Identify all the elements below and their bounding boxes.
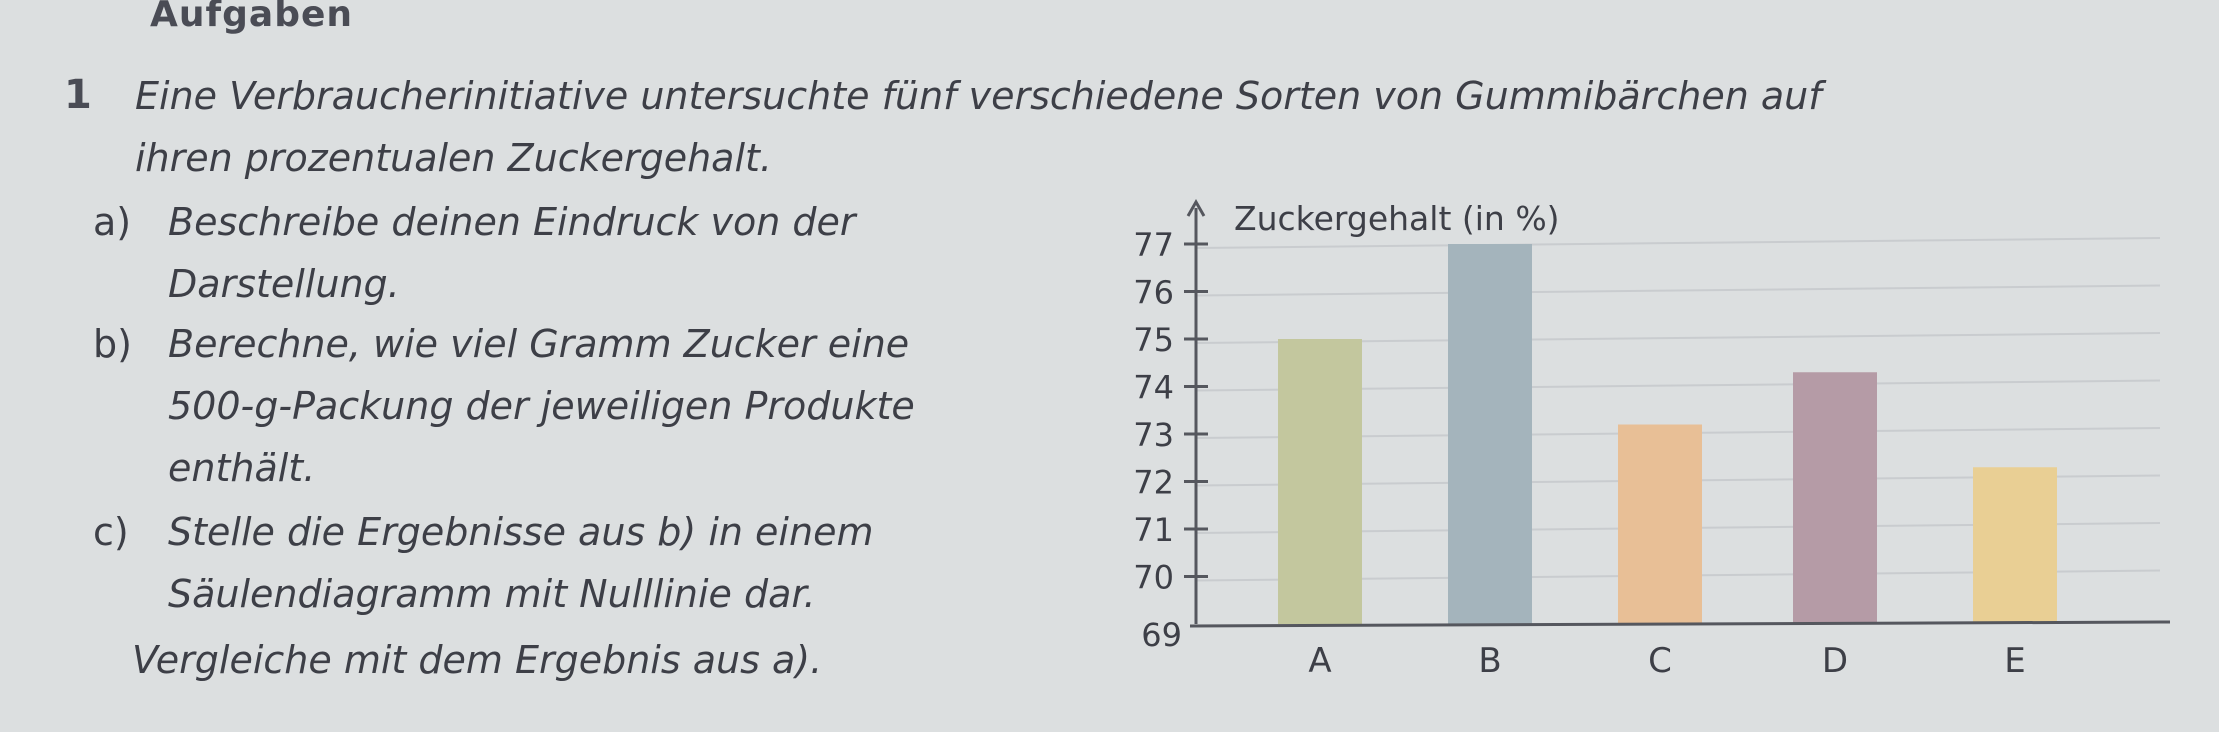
y-tick-label: 73 [1133,416,1174,454]
x-axis-line [1189,620,2171,628]
y-tick-label: 74 [1133,369,1174,407]
subtask-a-line-1: Beschreibe deinen Eindruck von der [168,200,856,244]
x-tick-label: B [1478,641,1501,681]
subtask-c-line-3: Vergleiche mit dem Ergebnis aus a). [132,638,823,682]
intro-line-1: Eine Verbraucherinitiative untersuchte f… [135,74,1822,118]
subtask-a-line-2: Darstellung. [168,262,400,306]
y-tick-label: 76 [1133,274,1174,312]
x-tick-label: A [1308,641,1331,681]
subtask-a-label: a) [93,200,132,244]
y-axis-arrow [1186,198,1206,217]
gridline [1195,237,2161,249]
gridline [1195,284,2161,297]
y-axis-label: Zuckergehalt (in %) [1234,199,1560,238]
bar-C [1618,424,1702,624]
intro-line-2: ihren prozentualen Zuckergehalt. [135,136,773,180]
subtask-c-label: c) [93,510,129,554]
y-tick-label: 75 [1133,321,1174,359]
subtask-c-line-1: Stelle die Ergebnisse aus b) in einem [168,510,874,554]
y-tick-label: 71 [1133,511,1174,549]
y-tick-label: 72 [1133,464,1174,502]
task-number: 1 [64,72,92,118]
subtask-b-line-2: 500-g-Packung der jeweiligen Produkte [168,384,915,428]
subtask-b-line-1: Berechne, wie viel Gramm Zucker eine [168,322,910,366]
x-tick-label: E [2004,641,2025,681]
y-tick-label: 70 [1133,559,1174,597]
bar-E [1973,467,2057,624]
x-tick-label: C [1648,641,1672,681]
section-heading: Aufgaben [150,0,354,35]
y-tick-label: 69 [1141,616,1182,654]
subtask-b-label: b) [93,322,132,366]
subtask-c-line-2: Säulendiagramm mit Nulllinie dar. [168,572,816,616]
bar-A [1278,339,1362,624]
bar-D [1793,372,1877,624]
subtask-b-line-3: enthält. [168,446,316,490]
bar-B [1448,244,1532,624]
x-tick-label: D [1822,641,1848,681]
y-tick-label: 77 [1133,226,1174,264]
